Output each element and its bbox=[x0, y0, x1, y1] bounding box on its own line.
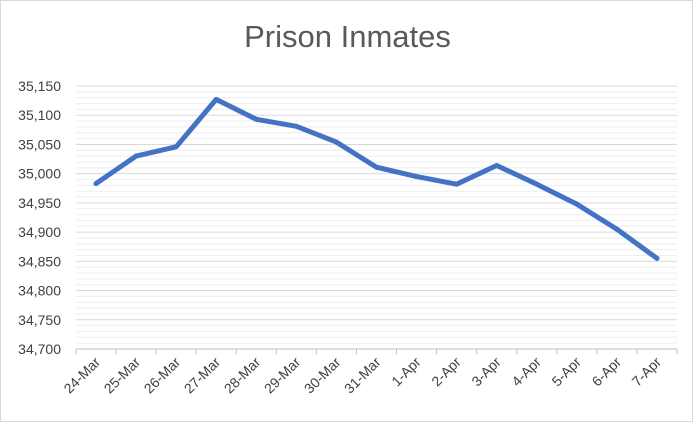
x-tick-label: 4-Apr bbox=[508, 354, 544, 390]
x-tick-label: 27-Mar bbox=[181, 354, 224, 397]
y-tick-label: 35,000 bbox=[18, 166, 61, 182]
x-tick-label: 5-Apr bbox=[548, 354, 584, 390]
series-group bbox=[93, 96, 660, 261]
x-tick-label: 3-Apr bbox=[468, 354, 504, 390]
data-point bbox=[93, 181, 99, 187]
data-point bbox=[494, 162, 500, 168]
y-tick-label: 35,150 bbox=[18, 78, 61, 94]
data-point bbox=[614, 226, 620, 232]
x-tick-label: 7-Apr bbox=[629, 354, 665, 390]
y-tick-label: 34,700 bbox=[18, 341, 61, 357]
data-point bbox=[253, 116, 259, 122]
y-tick-label: 35,100 bbox=[18, 107, 61, 123]
data-point bbox=[654, 255, 660, 261]
data-point bbox=[333, 139, 339, 145]
data-point bbox=[374, 164, 379, 170]
data-point bbox=[574, 201, 580, 207]
data-point bbox=[133, 153, 139, 159]
x-tick-label: 30-Mar bbox=[301, 354, 344, 397]
x-tick-label: 1-Apr bbox=[388, 354, 424, 390]
x-tick-label: 29-Mar bbox=[261, 354, 304, 397]
data-point bbox=[454, 181, 460, 187]
y-tick-label: 34,850 bbox=[18, 253, 61, 269]
y-tick-label: 35,050 bbox=[18, 136, 61, 152]
y-tick-label: 34,800 bbox=[18, 283, 61, 299]
x-tick-label: 25-Mar bbox=[101, 354, 144, 397]
y-tick-label: 34,750 bbox=[18, 312, 61, 328]
data-point bbox=[293, 123, 299, 129]
x-tick-label: 26-Mar bbox=[141, 354, 184, 397]
chart-title: Prison Inmates bbox=[244, 19, 451, 54]
data-point bbox=[534, 181, 540, 187]
y-axis-ticks: 34,700 34,750 34,800 34,850 34,900 34,950 35,0… bbox=[18, 78, 61, 357]
x-axis bbox=[75, 348, 678, 354]
y-tick-label: 34,900 bbox=[18, 224, 61, 240]
series-line bbox=[93, 96, 660, 261]
x-axis-ticks: 24-Mar25-Mar26-Mar27-Mar28-Mar29-Mar30-M… bbox=[60, 354, 664, 397]
x-tick-label: 31-Mar bbox=[341, 354, 384, 397]
data-point bbox=[414, 174, 420, 180]
x-tick-label: 28-Mar bbox=[221, 354, 264, 397]
x-tick-label: 24-Mar bbox=[60, 354, 103, 397]
data-point bbox=[213, 96, 219, 102]
x-tick-label: 2-Apr bbox=[428, 354, 464, 390]
x-tick-label: 6-Apr bbox=[589, 354, 625, 390]
gridlines bbox=[76, 85, 677, 344]
data-point bbox=[173, 144, 179, 150]
y-tick-label: 34,950 bbox=[18, 195, 61, 211]
